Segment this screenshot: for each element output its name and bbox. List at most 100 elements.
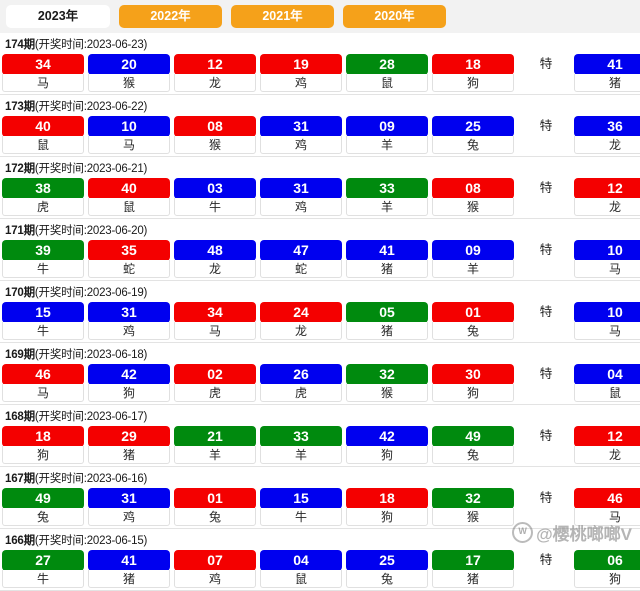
special-marker: 特	[539, 181, 553, 195]
tab-year-2021[interactable]: 2021年	[231, 5, 334, 28]
ball-normal: 31 鸡	[88, 302, 170, 340]
draw-date: (开奖时间:2023-06-19)	[34, 287, 148, 299]
ball-normal: 26 虎	[260, 364, 342, 402]
draw-results-list: 174期(开奖时间:2023-06-23) 34 马 20 猴 12 龙 19 鸡 28 鼠 18 狗特…	[0, 33, 640, 591]
ball-normal: 47 蛇	[260, 240, 342, 278]
ball-normal: 20 猴	[88, 54, 170, 92]
ball-number: 38	[2, 178, 84, 199]
ball-number: 07	[174, 550, 256, 571]
draw-date: (开奖时间:2023-06-18)	[34, 349, 148, 361]
ball-number: 49	[432, 426, 514, 447]
special-marker: 特	[539, 119, 553, 133]
ball-special: 06 狗	[574, 550, 640, 588]
ball-normal: 49 兔	[2, 488, 84, 526]
ball-zodiac: 龙	[174, 260, 256, 278]
ball-zodiac: 鼠	[2, 136, 84, 154]
ball-normal: 01 兔	[174, 488, 256, 526]
draw-title: 173期(开奖时间:2023-06-22)	[2, 95, 638, 116]
draw-row: 170期(开奖时间:2023-06-19) 15 牛 31 鸡 34 马 24 龙 05 猪 01 兔特…	[0, 281, 640, 343]
ball-zodiac: 鸡	[260, 136, 342, 154]
ball-number: 35	[88, 240, 170, 261]
ball-zodiac: 鼠	[574, 384, 640, 402]
draw-date: (开奖时间:2023-06-20)	[34, 225, 148, 237]
ball-number: 18	[346, 488, 428, 509]
ball-number: 34	[2, 54, 84, 75]
ball-number: 18	[432, 54, 514, 75]
ball-zodiac: 马	[174, 322, 256, 340]
tab-year-2023[interactable]: 2023年	[6, 5, 110, 28]
special-marker: 特	[539, 429, 553, 443]
ball-special: 36 龙	[574, 116, 640, 154]
ball-number: 09	[346, 116, 428, 137]
ball-zodiac: 鸡	[260, 198, 342, 216]
ball-special: 41 猪	[574, 54, 640, 92]
ball-number: 20	[88, 54, 170, 75]
year-tab-bar: 2023年 2022年 2021年 2020年	[0, 0, 640, 33]
ball-normal: 39 牛	[2, 240, 84, 278]
draw-date: (开奖时间:2023-06-16)	[34, 473, 148, 485]
ball-normal: 19 鸡	[260, 54, 342, 92]
ball-zodiac: 龙	[574, 446, 640, 464]
ball-normal: 33 羊	[346, 178, 428, 216]
ball-number: 10	[574, 240, 640, 261]
ball-group: 39 牛 35 蛇 48 龙 47 蛇 41 猪 09 羊特 10 马	[2, 240, 640, 278]
ball-normal: 25 兔	[346, 550, 428, 588]
draw-period: 174期	[5, 39, 35, 51]
ball-zodiac: 羊	[174, 446, 256, 464]
ball-zodiac: 蛇	[88, 260, 170, 278]
ball-number: 15	[2, 302, 84, 323]
ball-number: 08	[174, 116, 256, 137]
ball-normal: 25 兔	[432, 116, 514, 154]
ball-zodiac: 狗	[346, 446, 428, 464]
ball-zodiac: 猴	[174, 136, 256, 154]
ball-zodiac: 鼠	[88, 198, 170, 216]
ball-normal: 21 羊	[174, 426, 256, 464]
draw-date: (开奖时间:2023-06-22)	[34, 101, 148, 113]
ball-special: 12 龙	[574, 426, 640, 464]
ball-normal: 38 虎	[2, 178, 84, 216]
draw-title: 169期(开奖时间:2023-06-18)	[2, 343, 638, 364]
ball-normal: 08 猴	[432, 178, 514, 216]
ball-zodiac: 兔	[432, 136, 514, 154]
ball-number: 15	[260, 488, 342, 509]
draw-title: 170期(开奖时间:2023-06-19)	[2, 281, 638, 302]
ball-group: 46 马 42 狗 02 虎 26 虎 32 猴 30 狗特 04 鼠	[2, 364, 640, 402]
ball-number: 04	[574, 364, 640, 385]
ball-number: 26	[260, 364, 342, 385]
ball-zodiac: 鸡	[88, 508, 170, 526]
special-marker: 特	[539, 553, 553, 567]
ball-zodiac: 虎	[260, 384, 342, 402]
ball-normal: 28 鼠	[346, 54, 428, 92]
ball-normal: 35 蛇	[88, 240, 170, 278]
ball-zodiac: 龙	[574, 198, 640, 216]
ball-zodiac: 兔	[174, 508, 256, 526]
ball-number: 33	[260, 426, 342, 447]
tab-year-2020[interactable]: 2020年	[343, 5, 446, 28]
draw-title: 166期(开奖时间:2023-06-15)	[2, 529, 638, 550]
ball-normal: 18 狗	[2, 426, 84, 464]
ball-normal: 29 猪	[88, 426, 170, 464]
draw-title: 171期(开奖时间:2023-06-20)	[2, 219, 638, 240]
draw-period: 168期	[5, 411, 35, 423]
ball-zodiac: 猪	[88, 570, 170, 588]
ball-number: 29	[88, 426, 170, 447]
ball-number: 03	[174, 178, 256, 199]
ball-zodiac: 鸡	[260, 74, 342, 92]
ball-normal: 32 猴	[346, 364, 428, 402]
ball-zodiac: 羊	[432, 260, 514, 278]
ball-zodiac: 猪	[432, 570, 514, 588]
ball-number: 42	[88, 364, 170, 385]
ball-zodiac: 牛	[2, 570, 84, 588]
ball-normal: 41 猪	[346, 240, 428, 278]
ball-number: 24	[260, 302, 342, 323]
ball-normal: 12 龙	[174, 54, 256, 92]
ball-normal: 08 猴	[174, 116, 256, 154]
draw-period: 167期	[5, 473, 35, 485]
draw-period: 166期	[5, 535, 35, 547]
ball-zodiac: 牛	[260, 508, 342, 526]
tab-year-2022[interactable]: 2022年	[119, 5, 222, 28]
ball-normal: 31 鸡	[260, 116, 342, 154]
ball-number: 42	[346, 426, 428, 447]
ball-normal: 09 羊	[346, 116, 428, 154]
special-marker: 特	[539, 491, 553, 505]
